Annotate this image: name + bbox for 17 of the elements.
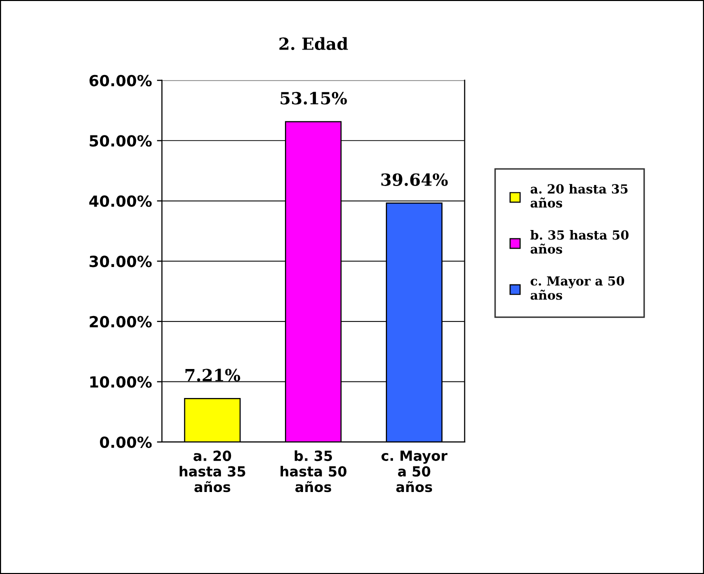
y-tick-label: 60.00%	[90, 74, 152, 86]
y-tick-label: 40.00%	[89, 195, 152, 207]
data-label: 39.64%	[381, 173, 448, 186]
y-tick-label: 0.00%	[100, 436, 152, 448]
x-tick-label: b. 35 hasta 50 años	[280, 450, 346, 492]
x-tick-label: a. 20 hasta 35 años	[180, 450, 246, 492]
legend-label: a. 20 hasta 35 años	[530, 184, 628, 208]
y-tick-label: 10.00%	[90, 376, 152, 388]
y-tick-label: 20.00%	[90, 316, 152, 328]
chart-title: 2. Edad	[279, 37, 348, 50]
x-tick-label: c. Mayor a 50 años	[382, 450, 448, 492]
data-label: 7.21%	[185, 368, 240, 382]
y-tick-label: 50.00%	[90, 135, 152, 147]
y-tick-label: 30.00%	[90, 256, 152, 268]
legend-label: c. Mayor a 50 años	[530, 276, 624, 300]
legend-label: b. 35 hasta 50 años	[530, 230, 629, 254]
data-label: 53.15%	[280, 92, 347, 105]
